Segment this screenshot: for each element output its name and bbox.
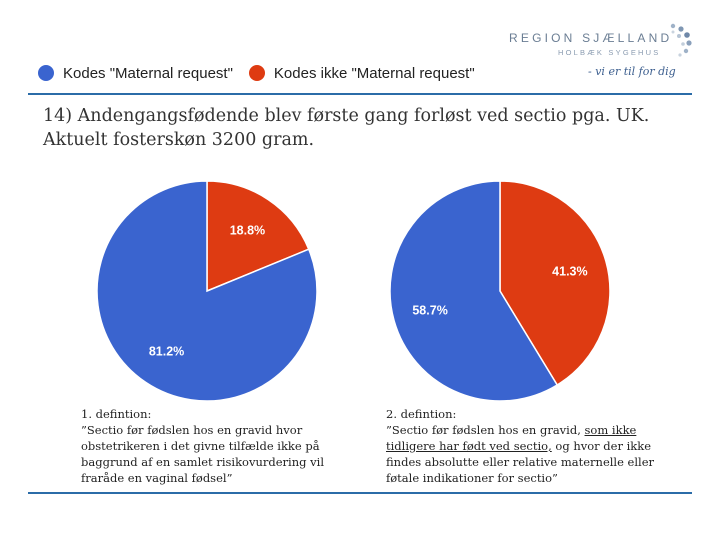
logo-slogan: - vi er til for dig <box>588 65 676 78</box>
pie-2-label-maternal-request: 58.7% <box>412 304 447 318</box>
definition-line: tidligere har født ved sectio, og hvor d… <box>386 438 676 454</box>
logo-subtitle: HOLBÆK SYGEHUS <box>558 48 661 57</box>
top-divider <box>28 93 692 95</box>
pie-1-label-maternal-request: 81.2% <box>149 344 184 358</box>
definition-line: obstetrikeren i det givne tilfælde ikke … <box>81 439 320 453</box>
definition-line: ”Sectio før fødslen hos en gravid hvor <box>81 423 303 437</box>
definition-line: føtale indikationer for sectio” <box>386 471 558 485</box>
definition-line: findes absolutte eller relative maternel… <box>386 455 655 469</box>
definition-text: ”Sectio før fødslen hos en gravid, <box>386 423 585 437</box>
definition-line: fraråde en vaginal fødsel” <box>81 471 233 485</box>
legend-label: Kodes ikke "Maternal request" <box>273 64 475 82</box>
pie-2-slice-maternal-request <box>389 180 559 402</box>
definition-underlined-text: som ikke <box>584 423 637 437</box>
definition-heading: 1. defintion: <box>81 407 152 421</box>
legend-item-not-maternal-request: Kodes ikke "Maternal request" <box>248 64 475 82</box>
pie-2-slice-not-maternal-request <box>499 180 611 387</box>
pie-1-slice-maternal-request <box>96 180 318 402</box>
question-line-2: Aktuelt fosterskøn 3200 gram. <box>43 130 315 150</box>
definition-line: ”Sectio før fødslen hos en gravid, som i… <box>386 422 676 438</box>
definition-underlined-text: tidligere har født ved sectio, <box>386 439 552 453</box>
question-line-1: 14) Andengangsfødende blev første gang f… <box>43 106 650 126</box>
legend-label: Kodes "Maternal request" <box>63 64 233 82</box>
region-sjaelland-logo: REGION SJÆLLAND HOLBÆK SYGEHUS - vi er t… <box>505 22 710 92</box>
chart-legend: Kodes "Maternal request" Kodes ikke "Mat… <box>38 62 491 84</box>
logo-dots-icon <box>670 23 692 57</box>
definition-1: 1. defintion: ”Sectio før fødslen hos en… <box>81 406 351 486</box>
legend-swatch-red <box>248 65 265 81</box>
pie-1-slice-not-maternal-request <box>206 180 310 293</box>
legend-swatch-blue <box>38 65 54 81</box>
bottom-divider <box>28 492 692 494</box>
pie-2-label-not-maternal-request: 41.3% <box>552 264 587 278</box>
pie-1-label-not-maternal-request: 18.8% <box>230 224 265 238</box>
legend-item-maternal-request: Kodes "Maternal request" <box>38 65 233 82</box>
question-text: 14) Andengangsfødende blev første gang f… <box>43 104 703 152</box>
definition-text: og hvor der ikke <box>551 439 652 453</box>
definition-line: baggrund af en samlet risikovurdering vi… <box>81 455 324 469</box>
logo-name: REGION SJÆLLAND <box>509 31 673 45</box>
definition-2: 2. defintion: ”Sectio før fødslen hos en… <box>386 406 676 486</box>
definition-heading: 2. defintion: <box>386 407 457 421</box>
